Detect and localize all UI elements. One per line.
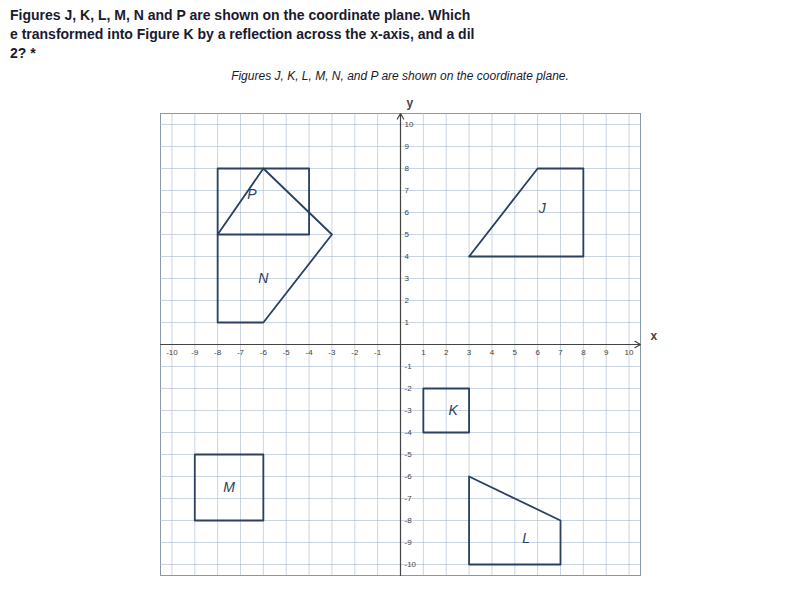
svg-text:-6: -6 [260,348,268,357]
svg-text:-5: -5 [283,348,291,357]
svg-text:9: 9 [604,348,609,357]
svg-text:-10: -10 [405,560,417,569]
svg-text:5: 5 [405,230,410,239]
svg-text:-9: -9 [191,348,199,357]
svg-text:5: 5 [513,348,518,357]
svg-text:7: 7 [558,348,563,357]
svg-text:9: 9 [405,142,410,151]
svg-text:10: 10 [625,348,634,357]
svg-text:1: 1 [405,318,410,327]
svg-text:-3: -3 [328,348,336,357]
svg-text:7: 7 [405,186,410,195]
svg-text:4: 4 [490,348,495,357]
svg-text:1: 1 [421,348,426,357]
svg-text:-7: -7 [405,494,413,503]
svg-text:-3: -3 [405,406,413,415]
svg-text:L: L [522,530,530,546]
svg-text:-1: -1 [374,348,382,357]
svg-text:-7: -7 [237,348,245,357]
svg-text:-2: -2 [351,348,359,357]
svg-text:-4: -4 [405,428,413,437]
svg-text:-10: -10 [166,348,178,357]
svg-text:M: M [223,479,235,495]
svg-text:-8: -8 [405,516,413,525]
svg-text:2: 2 [444,348,449,357]
svg-text:4: 4 [405,252,410,261]
svg-text:P: P [247,186,257,202]
svg-text:-2: -2 [405,384,413,393]
svg-text:-1: -1 [405,362,413,371]
svg-text:-5: -5 [405,450,413,459]
svg-text:K: K [448,402,458,418]
html-text:Figures J, K, L, M, N and P ar: Figures J, K, L, M, N and P are shown on… [10,7,471,23]
html-text:e transformed into Figure K by: e transformed into Figure K by a reflect… [10,26,475,42]
svg-text:y: y [407,96,414,110]
svg-text:-4: -4 [306,348,314,357]
svg-text:8: 8 [581,348,586,357]
svg-text:x: x [651,329,658,343]
svg-text:J: J [538,200,547,216]
svg-text:3: 3 [467,348,472,357]
svg-text:2: 2 [405,296,410,305]
svg-text:8: 8 [405,164,410,173]
svg-text:10: 10 [405,120,414,129]
svg-text:-9: -9 [405,538,413,547]
svg-text:N: N [258,270,269,286]
html-text:Figures J, K, L, M, N, and P a: Figures J, K, L, M, N, and P are shown o… [231,69,569,83]
svg-text:-6: -6 [405,472,413,481]
svg-text:6: 6 [405,208,410,217]
svg-text:3: 3 [405,274,410,283]
svg-text:6: 6 [535,348,540,357]
html-text:2? *: 2? * [10,45,36,61]
svg-text:-8: -8 [214,348,222,357]
